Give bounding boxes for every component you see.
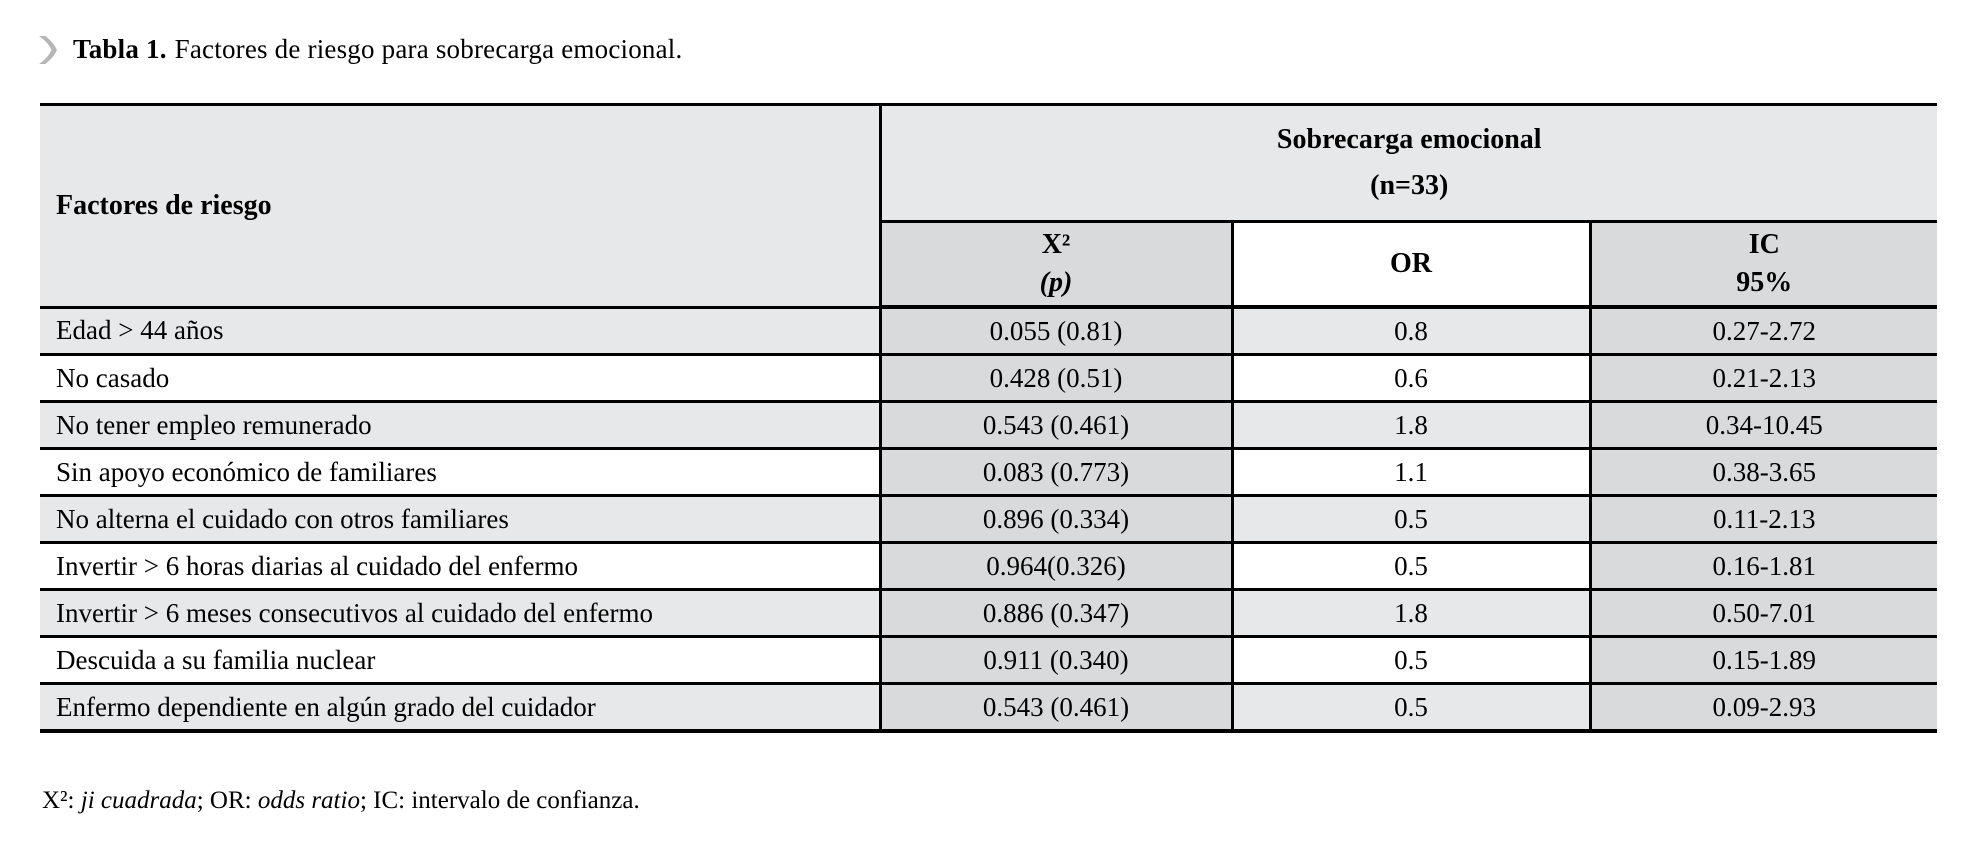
p-value-label: (p) — [1039, 267, 1073, 298]
or-cell: 1.8 — [1232, 588, 1592, 637]
chevron-right-icon — [38, 35, 57, 64]
footnote-chi-abbrev: X²: — [42, 787, 81, 814]
ic-cell: 0.27-2.72 — [1590, 305, 1938, 355]
footnote-chi-term: ji cuadrada — [80, 787, 197, 814]
factor-cell: Edad > 44 años — [40, 305, 882, 355]
factor-cell: Descuida a su familia nuclear — [40, 635, 882, 684]
ic-cell: 0.09-2.93 — [1590, 682, 1938, 733]
or-cell: 0.8 — [1232, 305, 1592, 355]
or-cell: 0.5 — [1232, 494, 1592, 543]
ic-cell: 0.38-3.65 — [1590, 447, 1938, 496]
chi-squared-cell: 0.911 (0.340) — [880, 635, 1234, 684]
or-cell: 0.6 — [1232, 353, 1592, 402]
ic-cell: 0.11-2.13 — [1590, 494, 1938, 543]
column-header-chi-squared: X² (p) — [880, 221, 1234, 309]
factor-cell: No tener empleo remunerado — [40, 400, 882, 449]
footnote-ic-definition: ; IC: intervalo de confianza. — [359, 787, 640, 814]
table-row: Invertir > 6 meses consecutivos al cuida… — [40, 588, 1938, 637]
chi-squared-cell: 0.896 (0.334) — [880, 494, 1234, 543]
chi-squared-cell: 0.083 (0.773) — [880, 447, 1234, 496]
table-caption: Tabla 1. Factores de riesgo para sobreca… — [38, 34, 682, 65]
ic-cell: 0.16-1.81 — [1590, 541, 1938, 590]
risk-factors-table: Factores de riesgo Sobrecarga emocional … — [40, 103, 1938, 733]
chi-squared-cell: 0.886 (0.347) — [880, 588, 1234, 637]
ic-percent-label: 95% — [1736, 267, 1793, 298]
ic-cell: 0.15-1.89 — [1590, 635, 1938, 684]
chi-squared-cell: 0.543 (0.461) — [880, 400, 1234, 449]
ic-cell: 0.34-10.45 — [1590, 400, 1938, 449]
chi-squared-cell: 0.055 (0.81) — [880, 305, 1234, 355]
or-cell: 1.1 — [1232, 447, 1592, 496]
or-cell: 0.5 — [1232, 541, 1592, 590]
column-header-ic: IC 95% — [1590, 221, 1938, 309]
table-row: No alterna el cuidado con otros familiar… — [40, 494, 1938, 543]
table-row: Enfermo dependiente en algún grado del c… — [40, 682, 1938, 733]
factor-cell: Invertir > 6 horas diarias al cuidado de… — [40, 541, 882, 590]
table-row: Invertir > 6 horas diarias al cuidado de… — [40, 541, 1938, 590]
ic-label: IC — [1748, 229, 1780, 260]
group-header-sample-size: (n=33) — [1370, 170, 1449, 201]
table-row: Edad > 44 años 0.055 (0.81) 0.8 0.27-2.7… — [40, 305, 1938, 355]
ic-cell: 0.21-2.13 — [1590, 353, 1938, 402]
column-header-factors: Factores de riesgo — [40, 103, 882, 307]
column-group-header-sobrecarga: Sobrecarga emocional (n=33) — [880, 103, 1938, 223]
chi-squared-cell: 0.543 (0.461) — [880, 682, 1234, 733]
chi-squared-cell: 0.964(0.326) — [880, 541, 1234, 590]
table-caption-number: Tabla 1. — [73, 34, 167, 64]
factor-cell: Sin apoyo económico de familiares — [40, 447, 882, 496]
factor-cell: No alterna el cuidado con otros familiar… — [40, 494, 882, 543]
table-row: No tener empleo remunerado 0.543 (0.461)… — [40, 400, 1938, 449]
footnote-or-term: odds ratio — [257, 787, 360, 814]
table-footnote: X²: ji cuadrada; OR: odds ratio; IC: int… — [42, 787, 640, 815]
table-caption-text: Factores de riesgo para sobrecarga emoci… — [174, 34, 683, 64]
ic-cell: 0.50-7.01 — [1590, 588, 1938, 637]
footnote-or-abbrev: ; OR: — [196, 787, 258, 814]
table-row: Sin apoyo económico de familiares 0.083 … — [40, 447, 1938, 496]
or-cell: 1.8 — [1232, 400, 1592, 449]
factor-cell: Enfermo dependiente en algún grado del c… — [40, 682, 882, 733]
table-row: No casado 0.428 (0.51) 0.6 0.21-2.13 — [40, 353, 1938, 402]
factor-cell: No casado — [40, 353, 882, 402]
chi-squared-label: X² — [1041, 229, 1071, 260]
or-cell: 0.5 — [1232, 682, 1592, 733]
factor-cell: Invertir > 6 meses consecutivos al cuida… — [40, 588, 882, 637]
or-cell: 0.5 — [1232, 635, 1592, 684]
chi-squared-cell: 0.428 (0.51) — [880, 353, 1234, 402]
table-row: Descuida a su familia nuclear 0.911 (0.3… — [40, 635, 1938, 684]
group-header-line1: Sobrecarga emocional — [1276, 124, 1542, 155]
column-header-or: OR — [1232, 221, 1592, 309]
